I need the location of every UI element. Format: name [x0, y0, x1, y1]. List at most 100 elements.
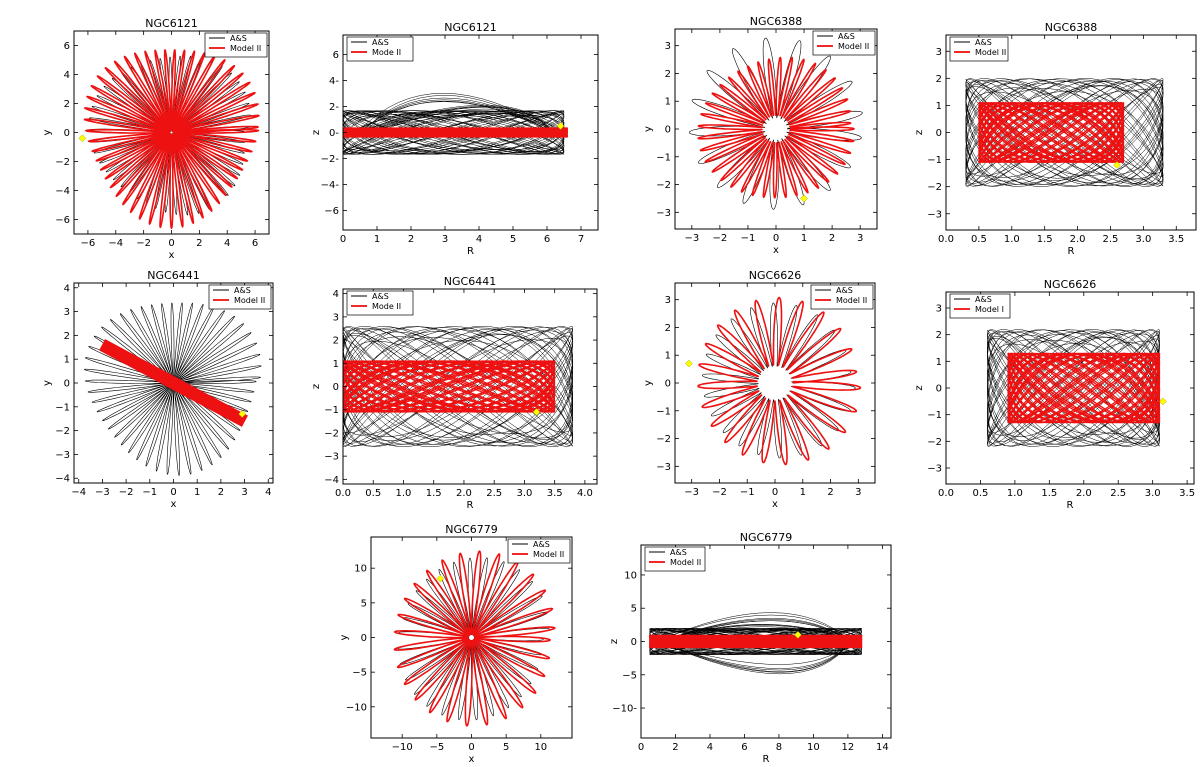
- position-marker: [800, 194, 808, 203]
- legend-box: [810, 284, 874, 310]
- x-tick-label: 0: [168, 238, 174, 249]
- plot-area: [648, 612, 863, 674]
- y-tick-label: −1: [656, 406, 671, 417]
- x-tick-label: −10: [392, 742, 413, 753]
- legend-label-model: Model II: [838, 42, 869, 51]
- legend-label-as: A&S: [372, 38, 389, 47]
- x-tick-label: 1: [194, 487, 200, 498]
- x-tick-label: 6: [741, 742, 747, 753]
- x-tick-label: 3: [855, 487, 861, 498]
- y-tick-label: 5: [361, 598, 367, 609]
- y-tick-label: −3: [656, 208, 671, 219]
- y-tick-label: 2: [936, 330, 942, 341]
- y-tick-label: 1: [665, 351, 671, 362]
- x-tick-label: 2: [672, 742, 678, 753]
- legend-label-as: A&S: [975, 38, 992, 47]
- x-tick-label: −3: [684, 233, 699, 244]
- x-tick-label: 2.5: [1110, 488, 1126, 499]
- y-tick-label: −1: [55, 402, 70, 413]
- y-tick-label: −4-: [321, 180, 340, 191]
- y-axis-label: z: [311, 130, 322, 135]
- y-tick-label: −2: [55, 157, 70, 168]
- x-tick-label: 6: [252, 238, 258, 249]
- y-axis-label: y: [42, 129, 53, 135]
- x-tick-label: −2: [119, 487, 134, 498]
- series-model-orbit: [978, 102, 1125, 163]
- plot-area: [987, 329, 1161, 447]
- y-tick-label: −2: [927, 182, 942, 193]
- series-model-orbit: [393, 550, 556, 727]
- y-tick-label: 0: [631, 637, 637, 648]
- y-tick-label: 2: [665, 69, 671, 80]
- panel-ngc6441-rz: 0.0 0.5 1.0 1.5 2.0 2.5 3.0 3.5 4.0 −4 −3 −2 −1 0 1 2 3 4…: [311, 275, 598, 511]
- position-marker: [436, 574, 445, 583]
- y-tick-label: 3: [333, 312, 339, 323]
- plot-area: [343, 325, 574, 448]
- legend-label-model: Model II: [670, 558, 701, 567]
- x-tick-label: 2: [827, 487, 833, 498]
- x-tick-label: 8: [776, 742, 782, 753]
- y-tick-label: −1: [927, 410, 942, 421]
- legend-label-as: A&S: [230, 34, 247, 43]
- y-axis-label: z: [914, 130, 925, 135]
- y-axis-label: y: [643, 380, 654, 386]
- x-tick-label: 3.0: [1145, 488, 1161, 499]
- x-tick-label: −2: [712, 487, 727, 498]
- y-tick-label: 5: [631, 604, 637, 615]
- y-tick-label: 2: [64, 331, 70, 342]
- x-tick-label: 0: [772, 487, 778, 498]
- x-tick-label: 3.0: [516, 488, 532, 499]
- x-tick-label: 3: [857, 233, 863, 244]
- y-tick-label: 0: [64, 128, 70, 139]
- legend-label-model: Model II: [234, 296, 265, 305]
- y-tick-label: −4: [55, 474, 70, 485]
- legend-label-model: Model II: [975, 48, 1006, 57]
- y-tick-label: −6: [55, 215, 70, 226]
- x-tick-label: −1: [142, 487, 157, 498]
- x-tick-label: 0.5: [365, 488, 381, 499]
- x-tick-label: −2: [713, 233, 728, 244]
- x-tick-label: 2: [829, 233, 835, 244]
- y-tick-label: −1: [324, 405, 339, 416]
- y-tick-label: 0: [665, 379, 671, 390]
- chart-title: NGC6388: [1045, 21, 1097, 34]
- position-marker: [685, 359, 693, 368]
- x-tick-label: 0.5: [971, 234, 987, 245]
- x-tick-label: 1.5: [1037, 234, 1053, 245]
- x-tick-label: 0: [773, 233, 779, 244]
- legend-box: [949, 293, 1011, 319]
- position-marker: [532, 408, 541, 416]
- x-tick-label: 4.0: [577, 488, 593, 499]
- x-tick-label: −2: [136, 238, 151, 249]
- legend-label-as: A&S: [533, 540, 550, 549]
- legend-box: [812, 30, 876, 56]
- x-tick-label: 1.0: [1004, 234, 1020, 245]
- x-tick-label: 0: [468, 742, 474, 753]
- x-tick-label: 0.5: [972, 488, 988, 499]
- x-tick-label: −4: [108, 238, 123, 249]
- panel-ngc6388-rz: 0.0 0.5 1.0 1.5 2.0 2.5 3.0 3.5 −3 −2 −1 0 1 2 3 NGC638…: [914, 21, 1197, 257]
- y-tick-label: −3: [55, 450, 70, 461]
- x-tick-label: 10: [534, 742, 547, 753]
- y-tick-label: −1: [927, 155, 942, 166]
- y-axis-label: z: [609, 639, 620, 644]
- x-tick-label: −3: [95, 487, 110, 498]
- y-tick-label: 2: [665, 323, 671, 334]
- y-tick-label: 3: [665, 41, 671, 52]
- x-tick-label: 1.5: [1041, 488, 1057, 499]
- series-model-orbit: [697, 296, 862, 466]
- position-marker: [238, 410, 247, 418]
- x-tick-label: 1.5: [426, 488, 442, 499]
- y-tick-label: 3: [665, 295, 671, 306]
- x-axis-label: R: [467, 246, 474, 257]
- series-model-orbit: [1007, 352, 1161, 424]
- legend-label-model: Model II: [836, 296, 867, 305]
